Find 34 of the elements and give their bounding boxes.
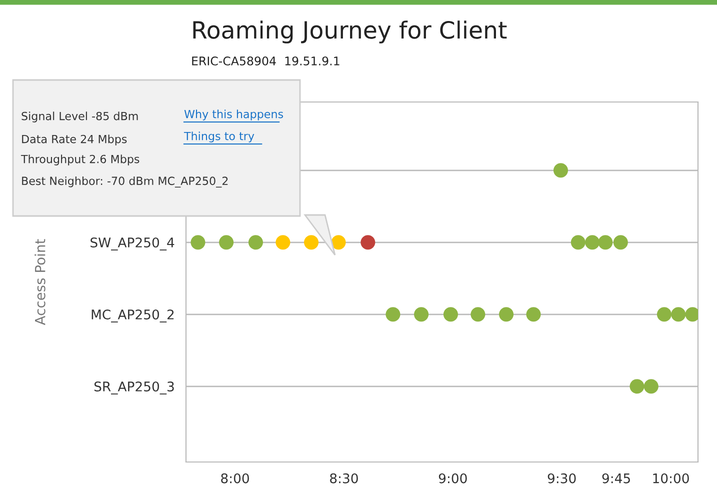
x-tick-label: 9:45: [602, 473, 630, 484]
point: [598, 235, 613, 250]
text: Data Rate 24 Mbps: [22, 134, 127, 146]
x-tick-label: 10:00: [653, 473, 689, 484]
annotation: Why this happens: [184, 110, 284, 120]
annotation: Things to try: [184, 132, 254, 142]
text: Signal Level -85 dBm: [22, 112, 138, 122]
y-tick-label: SR_AP250_3: [94, 382, 174, 394]
point: [414, 307, 429, 322]
point: [219, 235, 234, 250]
x-tick-label: 9:00: [438, 473, 467, 484]
point: [386, 307, 400, 322]
chart-title: Roaming Journey for Client: [193, 20, 507, 44]
text: Throughput 2.6 Mbps: [20, 154, 140, 166]
x-tick-label: 9:30: [548, 473, 576, 484]
y-tick-label: MC_AP250_2: [92, 310, 174, 322]
y-tick-label: SW_AP250_4: [90, 238, 174, 250]
point: [671, 307, 686, 322]
point: [570, 235, 586, 250]
point: [360, 235, 376, 250]
point: [630, 379, 644, 394]
point: [190, 235, 206, 250]
point: [585, 235, 600, 250]
x-tick-label: 8:30: [330, 473, 358, 484]
point: [613, 235, 628, 250]
point: [644, 379, 658, 394]
point: [443, 307, 458, 322]
chart-subtitle: ERIC-CA58904 19.51.9.1: [192, 56, 340, 66]
point: [248, 235, 264, 250]
annotation: Best Neighbor: -70 dBm MC_AP250_2: [22, 176, 228, 188]
point: [685, 307, 698, 322]
x-tick-label: 8:00: [221, 473, 249, 484]
point: [553, 163, 568, 178]
y-axis-title: Access Point: [34, 239, 46, 326]
